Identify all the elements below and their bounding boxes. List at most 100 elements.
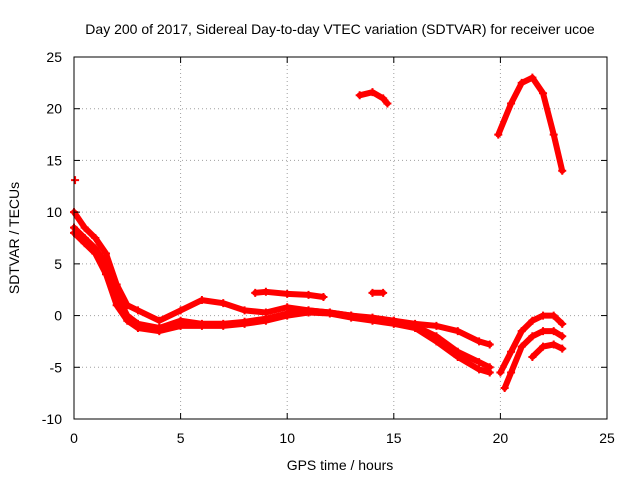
series-arc-g (494, 73, 567, 175)
series-arc-e (368, 288, 388, 297)
x-tick-label: 25 (599, 430, 615, 446)
series-arc-d (251, 287, 328, 301)
data-point (80, 223, 89, 232)
x-axis: 0 5 10 15 20 25 (70, 57, 615, 446)
data-point (517, 327, 526, 336)
data-point (240, 319, 249, 328)
x-tick-label: 5 (177, 430, 185, 446)
data-point (304, 290, 313, 299)
data-point (123, 316, 132, 325)
data-point (347, 313, 356, 322)
grid-lines (74, 57, 607, 419)
data-point (112, 301, 121, 310)
data-point (80, 239, 89, 248)
y-tick-label: 5 (54, 256, 62, 272)
data-point (549, 327, 558, 336)
data-point (368, 316, 377, 325)
data-point (507, 368, 516, 377)
data-point (507, 99, 516, 108)
y-tick-label: 15 (46, 152, 62, 168)
data-point (91, 234, 100, 242)
data-point (197, 296, 206, 305)
data-point (101, 270, 110, 279)
data-point (549, 130, 558, 139)
data-point (432, 337, 441, 346)
data-point (496, 368, 505, 377)
data-point (517, 342, 526, 351)
data-point (475, 365, 484, 374)
data-point (71, 176, 80, 185)
data-point (507, 347, 516, 356)
data-point (485, 368, 494, 377)
data-point (558, 319, 567, 328)
y-tick-label: -5 (50, 359, 63, 375)
data-point (453, 352, 462, 361)
series-arc-f (355, 88, 392, 108)
series-line (356, 89, 391, 107)
data-point (368, 288, 377, 297)
data-point (304, 308, 313, 317)
data-point (539, 89, 548, 98)
y-axis-label: SDTVAR / TECUs (6, 182, 22, 294)
series-arc-j (528, 340, 567, 361)
data-point (500, 383, 509, 392)
x-tick-label: 10 (279, 430, 295, 446)
data-point (558, 344, 567, 353)
data-point (101, 249, 110, 258)
y-tick-label: 0 (54, 308, 62, 324)
x-tick-label: 0 (70, 430, 78, 446)
chart-title: Day 200 of 2017, Sidereal Day-to-day VTE… (85, 21, 595, 37)
data-point (91, 249, 100, 258)
data-point (517, 78, 526, 87)
data-point (494, 130, 503, 139)
data-point (325, 309, 334, 318)
data-point (261, 316, 270, 325)
data-marks (70, 73, 567, 392)
data-point (475, 337, 484, 346)
series-arc-i (500, 327, 567, 392)
series-arc-c (70, 228, 494, 377)
data-point (251, 288, 260, 297)
data-point (475, 358, 484, 367)
data-point (155, 327, 164, 336)
data-point (261, 287, 270, 296)
data-point (411, 323, 420, 332)
data-point (549, 340, 558, 349)
data-point (528, 332, 537, 341)
data-point (528, 316, 537, 325)
data-point (219, 321, 228, 330)
data-point (379, 288, 388, 297)
x-tick-label: 20 (493, 430, 509, 446)
data-point (368, 88, 377, 97)
data-point (283, 311, 292, 320)
x-axis-label: GPS time / hours (287, 457, 394, 473)
data-point (485, 340, 494, 349)
series-line (529, 341, 566, 360)
data-point (549, 311, 558, 320)
data-point (283, 289, 292, 298)
data-point (176, 321, 185, 330)
y-tick-label: 25 (46, 49, 62, 65)
data-point (558, 332, 567, 341)
series-line (71, 229, 493, 376)
data-point (539, 311, 548, 320)
series-arc-h (496, 311, 567, 377)
y-tick-label: 10 (46, 204, 62, 220)
data-point (383, 99, 392, 108)
data-point (539, 342, 548, 351)
series-arc-k (71, 176, 80, 185)
data-point (133, 323, 142, 332)
data-point (155, 316, 164, 325)
data-point (240, 306, 249, 315)
data-point (133, 306, 142, 315)
data-point (176, 306, 185, 315)
data-point (539, 327, 548, 336)
data-point (219, 299, 228, 308)
y-axis: -10 -5 0 5 10 15 20 25 (42, 49, 607, 427)
data-point (197, 321, 206, 330)
data-point (528, 352, 537, 361)
data-point (389, 319, 398, 328)
y-tick-label: -10 (42, 411, 62, 427)
data-point (432, 321, 441, 330)
